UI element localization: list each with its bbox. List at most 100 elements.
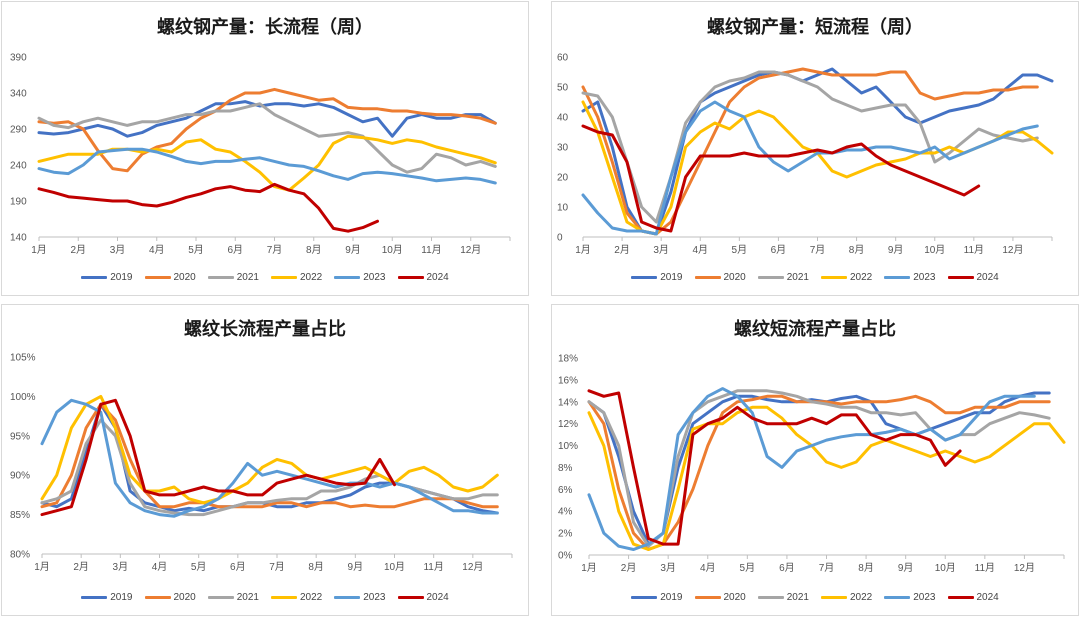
legend-item-2020: 2020 (694, 272, 746, 283)
legend-swatch (207, 596, 234, 599)
y-tick-label: 2% (558, 529, 573, 540)
x-tick-label: 5月 (191, 561, 207, 573)
legend: 2019 2020 2021 2022 2023 2024 (552, 592, 1078, 603)
x-tick-label: 5月 (188, 244, 204, 256)
x-tick-label: 6月 (230, 561, 246, 573)
legend: 2019 2020 2021 2022 2023 2024 (552, 272, 1078, 283)
series-line-2019 (37, 100, 497, 138)
x-tick-label: 8月 (308, 561, 324, 573)
y-tick-label: 95% (10, 431, 30, 442)
x-tick-label: 7月 (810, 244, 826, 256)
legend-item-2022: 2022 (271, 272, 322, 283)
x-tick-label: 8月 (306, 244, 322, 256)
legend-label: 2024 (426, 592, 449, 603)
legend-item-2021: 2021 (757, 592, 809, 603)
legend-swatch (207, 276, 234, 279)
y-tick-label: 60 (557, 53, 569, 64)
legend-item-2024: 2024 (947, 592, 999, 603)
x-tick-label: 9月 (888, 244, 904, 256)
x-tick-label: 3月 (110, 244, 126, 256)
x-tick-label: 3月 (660, 562, 676, 574)
legend: 2019 2020 2021 2022 2023 2024 (2, 272, 528, 283)
x-tick-label: 3月 (653, 244, 669, 256)
x-tick-label: 7月 (269, 561, 285, 573)
legend-swatch (334, 596, 361, 599)
legend-item-2024: 2024 (397, 272, 449, 283)
x-tick-label: 12月 (1002, 244, 1023, 256)
legend-swatch (757, 596, 784, 599)
chart-panel-short-process-share: 螺纹短流程产量占比 18% 16% 14% 12% 10% 8% 6% 4% 2% 0% 1月 2月 3… (551, 304, 1079, 616)
legend-item-2023: 2023 (884, 272, 936, 283)
x-tick-label: 3月 (113, 561, 129, 573)
y-tick-label: 16% (558, 375, 578, 386)
x-tick-label: 2月 (70, 244, 86, 256)
legend-label: 2023 (363, 272, 386, 283)
x-tick-label: 6月 (771, 244, 787, 256)
x-tick-label: 1月 (575, 244, 591, 256)
legend-item-2023: 2023 (334, 272, 386, 283)
legend-label: 2019 (660, 272, 683, 283)
series-line-2024 (37, 182, 379, 233)
legend-item-2022: 2022 (821, 592, 872, 603)
x-tick-label: 10月 (382, 244, 403, 256)
x-tick-label: 11月 (421, 244, 441, 256)
x-tick-label: 10月 (924, 244, 945, 256)
chart-panel-long-process-share: 螺纹长流程产量占比 105% 100% 95% 90% 85% 80% 1月 2月 3月 4月 5月… (1, 304, 529, 616)
legend-item-2020: 2020 (144, 592, 196, 603)
x-tick-label: 4月 (152, 561, 168, 573)
series-line-2024 (587, 389, 962, 546)
legend-label: 2021 (236, 592, 259, 603)
legend-label: 2020 (723, 272, 746, 283)
y-tick-label: 20 (557, 173, 569, 184)
legend-item-2020: 2020 (144, 272, 196, 283)
legend-label: 2022 (850, 272, 873, 283)
x-tick-label: 7月 (267, 244, 283, 256)
y-tick-label: 18% (558, 354, 578, 365)
legend-item-2024: 2024 (397, 592, 449, 603)
legend: 2019 2020 2021 2022 2023 2024 (2, 592, 528, 603)
line-chart-short-process-output: 60 50 40 30 20 10 0 1月 2月 3月 4月 5月 6月 7月 8月 9月 10月 11月 12月 (557, 53, 1054, 256)
x-tick-label: 12月 (1014, 562, 1035, 574)
legend-swatch (81, 596, 108, 599)
legend-item-2019: 2019 (631, 272, 683, 283)
line-chart-short-process-share: 18% 16% 14% 12% 10% 8% 6% 4% 2% 0% 1月 2月 3月 4月 5月 6月 7月 8… (558, 354, 1066, 574)
legend-swatch (271, 596, 297, 599)
x-tick-label: 9月 (345, 244, 361, 256)
legend-label: 2019 (660, 592, 683, 603)
x-tick-label: 10月 (384, 561, 405, 573)
x-tick-label: 1月 (34, 561, 50, 573)
legend-swatch (397, 276, 424, 279)
legend-swatch (397, 596, 424, 599)
y-tick-label: 140 (10, 233, 27, 244)
y-tick-label: 340 (10, 89, 27, 100)
legend-swatch (334, 276, 361, 279)
series-line-2023 (587, 387, 1036, 551)
legend-label: 2020 (723, 592, 746, 603)
legend-item-2021: 2021 (207, 272, 259, 283)
series-line-2020 (587, 394, 1051, 551)
series-line-2021 (40, 418, 499, 517)
y-tick-label: 4% (558, 507, 573, 518)
chart-panel-short-process-output: 螺纹钢产量：短流程（周） 60 50 40 30 20 10 0 1月 2月 3月 4月 5月 6月 7月… (551, 1, 1079, 296)
line-chart-long-process-output: 390 340 290 240 190 140 1月 2月 3月 4月 5月 6月 7月 8月 9月 10月 1… (10, 53, 511, 256)
x-tick-label: 4月 (700, 562, 716, 574)
legend-label: 2019 (110, 592, 133, 603)
series-line-2020 (40, 402, 499, 509)
x-tick-label: 10月 (935, 562, 956, 574)
legend-label: 2020 (173, 272, 196, 283)
legend-item-2020: 2020 (694, 592, 746, 603)
legend-label: 2022 (300, 272, 323, 283)
series-line-2024 (40, 398, 396, 517)
y-tick-label: 190 (10, 197, 27, 208)
y-tick-label: 80% (10, 550, 30, 561)
y-tick-label: 40 (557, 113, 569, 124)
x-tick-label: 6月 (779, 562, 795, 574)
series-line-2023 (581, 100, 1039, 236)
legend-swatch (821, 276, 847, 279)
y-tick-label: 8% (558, 463, 573, 474)
x-tick-label: 2月 (73, 561, 89, 573)
y-tick-label: 6% (558, 485, 573, 496)
y-tick-label: 105% (10, 353, 36, 364)
x-tick-label: 8月 (858, 562, 874, 574)
y-tick-label: 240 (10, 161, 27, 172)
